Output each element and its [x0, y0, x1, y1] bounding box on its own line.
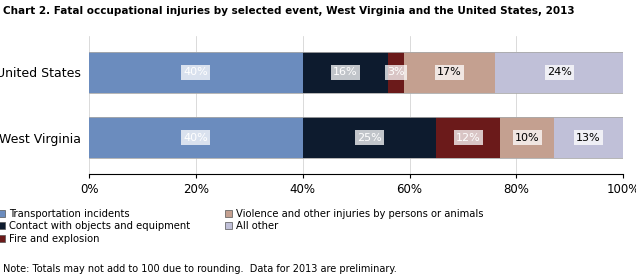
Text: 17%: 17% [438, 67, 462, 77]
Bar [495, 52, 623, 93]
Text: 40%: 40% [184, 133, 208, 143]
Bar [554, 117, 623, 158]
Text: 10%: 10% [515, 133, 539, 143]
Bar [89, 52, 303, 93]
Text: 16%: 16% [333, 67, 358, 77]
Text: Chart 2. Fatal occupational injuries by selected event, West Virginia and the Un: Chart 2. Fatal occupational injuries by … [3, 6, 575, 16]
Bar [303, 117, 436, 158]
Text: 24%: 24% [547, 67, 572, 77]
Bar [501, 117, 554, 158]
Text: 13%: 13% [576, 133, 601, 143]
Bar [436, 117, 501, 158]
Text: Note: Totals may not add to 100 due to rounding.  Data for 2013 are preliminary.: Note: Totals may not add to 100 due to r… [3, 264, 397, 274]
Legend: Transportation incidents, Contact with objects and equipment, Fire and explosion: Transportation incidents, Contact with o… [0, 209, 483, 244]
Bar [89, 117, 303, 158]
Text: 12%: 12% [456, 133, 481, 143]
Text: 3%: 3% [387, 67, 405, 77]
Text: 40%: 40% [184, 67, 208, 77]
Bar [404, 52, 495, 93]
Text: 25%: 25% [357, 133, 382, 143]
Bar [388, 52, 404, 93]
Bar [303, 52, 388, 93]
